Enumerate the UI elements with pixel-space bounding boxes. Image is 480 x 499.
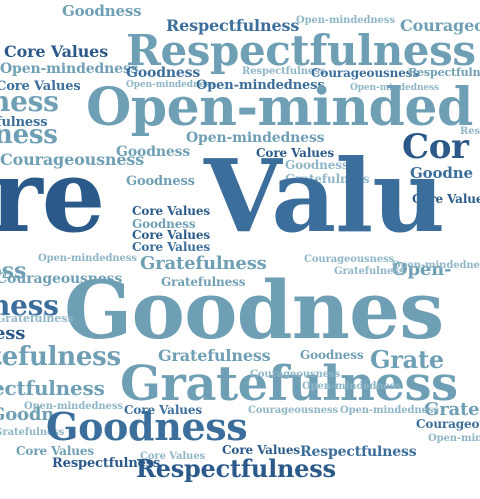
word: Courageousness [311, 66, 420, 80]
word: Respectfulness [242, 66, 326, 77]
word: Open-mindedness [24, 401, 123, 412]
word: Open-minded [86, 77, 473, 138]
word: Respectf [460, 126, 480, 137]
word: Goodness [132, 217, 196, 231]
word: Open-mindedness [126, 80, 215, 90]
word: Core Values [0, 79, 81, 94]
word: ness [0, 289, 59, 322]
word: Goodness [300, 348, 364, 362]
word: Open-mindedness [302, 381, 401, 392]
word: Respectfulness [300, 444, 417, 460]
word: Courageousness [304, 254, 395, 265]
word: Core Values [412, 192, 480, 206]
word: Goodness [126, 65, 201, 81]
word: Open- [392, 259, 452, 280]
word: ness [0, 120, 58, 150]
word: tefulness [0, 342, 121, 372]
word: Respectfulness [408, 66, 480, 79]
word: Open-mindedness [340, 405, 439, 416]
word: Goodness [285, 158, 349, 172]
word: Core Values [4, 42, 109, 61]
word: ness [0, 85, 59, 118]
word: Gratefulness [140, 253, 267, 274]
word: Gratefulness [334, 266, 405, 277]
word: Open-mindedness [350, 83, 439, 93]
word: Courageous [400, 16, 480, 35]
word: Core Values [132, 228, 211, 242]
word: Gratefulness [0, 312, 74, 325]
word: fulness [0, 115, 48, 130]
word: Respectfulness [126, 26, 476, 75]
word: Core Values [124, 403, 203, 417]
word: Goodne [410, 164, 473, 182]
word: Gratefulness [120, 356, 458, 412]
word: Courageousness [250, 369, 341, 380]
word: ess [0, 323, 26, 344]
word: Respectfulness [52, 456, 161, 471]
word: Grate [424, 399, 480, 420]
word: Open-mindedness [196, 78, 325, 93]
word: Core Values [132, 240, 211, 254]
word: Core Values [256, 146, 335, 160]
word: ess [0, 258, 27, 284]
word: Gratefulness [161, 275, 246, 289]
word: Goodness [62, 2, 142, 20]
word: Open-mindedness [0, 61, 139, 77]
word: Courageousness [0, 271, 123, 287]
word: Core Values [16, 444, 95, 458]
word: Open-mindedness [392, 260, 480, 271]
word: Valu [204, 137, 445, 255]
word: Respectfulness [136, 454, 336, 483]
word: re [0, 137, 105, 255]
word: Courageousness [0, 150, 145, 169]
word: Open-mindedness [38, 253, 137, 264]
word: Gratefulness [0, 427, 65, 438]
word: Goodn [0, 404, 55, 425]
word: Cor [402, 127, 469, 167]
word: Gratefulness [158, 346, 271, 365]
word: Goodness [116, 144, 191, 160]
word: Respectfulness [166, 16, 300, 35]
word: Courageousness [416, 417, 480, 431]
word: Open-mindedness [186, 130, 325, 146]
word: Core Values [222, 443, 301, 457]
word: Open-mindedness [428, 433, 480, 444]
word: Goodness [46, 404, 248, 449]
word: Gratefulness [285, 172, 370, 186]
word: ectfulness [0, 376, 105, 400]
word: Goodness [126, 174, 195, 189]
word: Core Values [140, 451, 206, 462]
word: Courageousness [248, 405, 339, 416]
word: Goodnes [64, 263, 444, 357]
word: Core Values [132, 204, 211, 218]
word: Open-mindedness [296, 15, 395, 26]
word: Grate [370, 345, 444, 374]
